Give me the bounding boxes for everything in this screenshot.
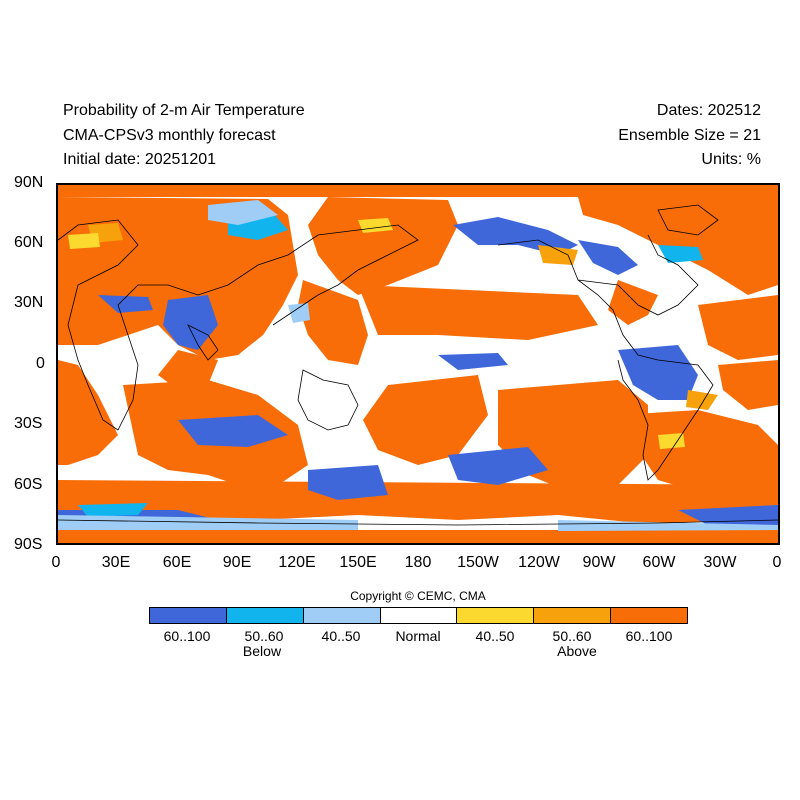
lon-label-30w: 30W [703,554,737,571]
lon-label-30e: 30E [101,554,131,571]
units-label: Units: % [701,151,761,168]
lon-label-90e: 90E [222,554,252,571]
lon-label-120e: 120E [278,554,316,571]
map-canvas [58,185,778,543]
legend-swatch-above-50-60 [534,608,612,623]
ensemble-size: Ensemble Size = 21 [618,127,761,144]
probability-map [56,183,780,545]
legend-swatch-above-60-100 [611,608,688,623]
copyright-notice: Copyright © CEMC, CMA [350,589,486,603]
legend-group-above: Above [557,643,597,659]
legend-swatch-below-40-50 [303,608,381,623]
lat-label-30s: 30S [14,415,43,432]
legend-swatch-below-50-60 [226,608,304,623]
legend-swatch-normal [380,608,458,623]
lat-label-30n: 30N [14,294,44,311]
coastlines [58,204,778,526]
map-title: Probability of 2-m Air Temperature [63,102,305,119]
lon-label-150w: 150W [457,554,499,571]
model-name: CMA-CPSv3 monthly forecast [63,127,276,144]
legend-label-below-40-50: 40..50 [321,628,361,644]
lon-label-90w: 90W [582,554,616,571]
lat-label-60s: 60S [14,476,43,493]
legend-colorbar [149,607,688,624]
lat-label-90s: 90S [14,536,43,553]
legend-label-above-40-50: 40..50 [475,628,515,644]
lon-label-60e: 60E [162,554,192,571]
lon-label-180: 180 [404,554,432,571]
lon-label-60w: 60W [642,554,676,571]
lon-label-0: 0 [51,554,61,571]
lat-label-60n: 60N [14,234,44,251]
legend-label-below-60-100: 60..100 [163,628,211,644]
legend-label-above-50-60: 50..60 [552,628,592,644]
lon-label-150e: 150E [339,554,377,571]
legend-label-above-60-100: 60..100 [625,628,673,644]
initial-date: Initial date: 20251201 [63,151,217,168]
lat-label-90n: 90N [14,174,44,191]
lat-label-equator: 0 [36,355,45,372]
lon-label-0-end: 0 [772,554,782,571]
legend-swatch-below-60-100 [150,608,227,623]
legend-group-below: Below [242,643,282,659]
forecast-dates: Dates: 202512 [656,102,761,119]
legend-swatch-above-40-50 [457,608,535,623]
lon-label-120w: 120W [518,554,560,571]
legend-label-below-50-60: 50..60 [244,628,284,644]
legend-label-normal: Normal [395,628,441,644]
